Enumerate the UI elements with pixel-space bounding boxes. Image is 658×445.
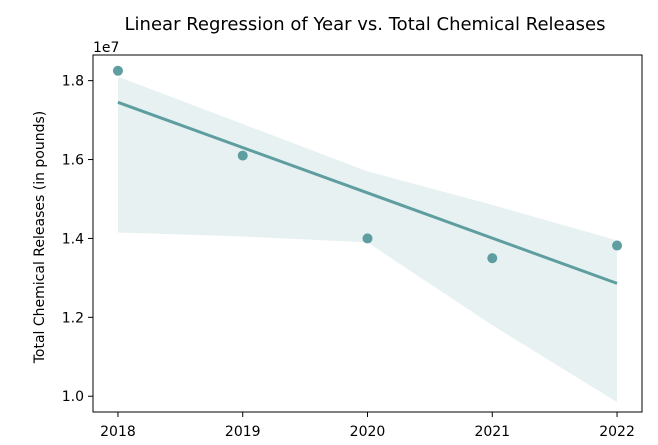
y-tick-label: 1.4: [62, 231, 84, 247]
x-tick-label: 2020: [350, 424, 386, 440]
y-ticks: 1.0 1.2 1.4 1.6 1.8: [62, 74, 93, 405]
x-tick-label: 2019: [225, 424, 261, 440]
data-point: [112, 65, 123, 76]
x-tick-label: 2021: [474, 424, 510, 440]
regression-line-layer: [117, 100, 618, 285]
y-tick-label: 1.0: [62, 389, 84, 405]
y-tick-label: 1.2: [62, 310, 84, 326]
chart-title: Linear Regression of Year vs. Total Chem…: [125, 14, 606, 35]
x-tick-label: 2018: [100, 424, 136, 440]
data-point: [487, 253, 498, 264]
data-points-layer: [112, 65, 623, 264]
y-axis-label: Total Chemical Releases (in pounds): [32, 111, 48, 365]
y-tick-label: 1.6: [62, 153, 84, 169]
plot-frame: [92, 54, 643, 413]
data-point: [612, 240, 623, 251]
y-tick-label: 1.8: [62, 74, 84, 90]
regression-line: [117, 100, 618, 285]
data-point: [237, 150, 248, 161]
data-point: [362, 233, 373, 244]
x-tick-label: 2022: [599, 424, 635, 440]
y-offset-label: 1e7: [93, 40, 119, 56]
x-ticks: 2018 2019 2020 2021 2022: [100, 412, 635, 440]
